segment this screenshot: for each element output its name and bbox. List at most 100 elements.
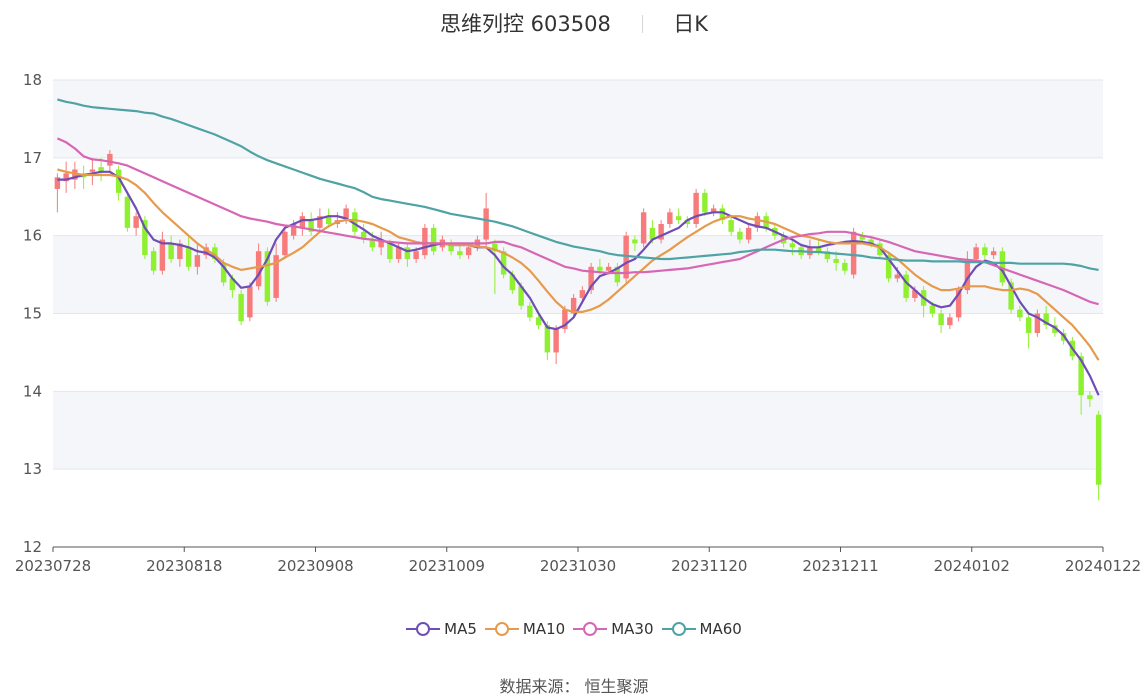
y-tick-label: 18	[23, 71, 42, 89]
candle-body	[72, 169, 78, 180]
candle-body	[894, 274, 901, 279]
candle-body	[159, 239, 166, 271]
candle-body	[588, 266, 594, 291]
legend-item-ma5[interactable]: MA5	[406, 620, 477, 638]
title-divider	[641, 15, 643, 33]
candle-body	[177, 243, 183, 260]
candle-body	[1095, 414, 1102, 485]
candle-body	[999, 251, 1006, 283]
candle-body	[737, 231, 743, 240]
candle-body	[457, 251, 463, 256]
x-tick-label: 20240122	[1065, 557, 1141, 575]
candle-body	[483, 208, 489, 240]
legend-marker-icon	[661, 622, 696, 636]
candle-body	[632, 239, 638, 244]
candle-body	[649, 227, 656, 240]
candle-body	[308, 220, 314, 232]
candle-body	[238, 294, 244, 322]
candle-body	[282, 231, 288, 256]
legend-marker-icon	[484, 622, 519, 636]
candle-body	[220, 262, 227, 283]
candle-body	[255, 251, 262, 287]
candle-body	[789, 243, 796, 248]
y-tick-label: 15	[23, 305, 42, 323]
y-tick-label: 12	[23, 538, 42, 556]
candle-body	[964, 259, 971, 291]
candle-body	[352, 212, 358, 232]
candle-body	[833, 259, 839, 263]
candle-body	[168, 243, 174, 260]
candle-body	[929, 305, 936, 314]
x-tick-label: 20240102	[934, 557, 1010, 575]
candle-body	[728, 220, 734, 232]
chart-title: 思维列控 603508 日K	[0, 8, 1148, 38]
candle-body	[527, 305, 533, 318]
candle-body	[597, 266, 603, 271]
candle-body	[273, 255, 279, 298]
candle-body	[518, 286, 524, 306]
candle-body	[299, 216, 306, 228]
x-tick-label: 20230908	[277, 557, 353, 575]
y-tick-label: 14	[23, 382, 42, 400]
plot-area: 12 13 14 15 16 17 18 20230728 20230818 20230908 20…	[15, 71, 1141, 575]
line-ma30	[56, 137, 1099, 306]
line-ma5	[57, 170, 1100, 396]
legend-marker-icon	[406, 622, 441, 636]
y-tick-label: 13	[23, 460, 42, 478]
x-tick-label: 20231211	[802, 557, 878, 575]
x-tick-label: 20231030	[540, 557, 616, 575]
candle-body	[54, 177, 61, 189]
candle-body	[369, 239, 376, 248]
x-tick-label: 20230818	[146, 557, 222, 575]
candle-body	[824, 251, 831, 260]
period-label: 日K	[673, 12, 708, 36]
candle-body	[133, 216, 139, 228]
candle-body	[623, 235, 629, 279]
plot-band	[53, 313, 1103, 392]
candle-body	[868, 239, 874, 244]
x-tick-label: 20231009	[409, 557, 485, 575]
candle-body	[947, 317, 953, 326]
line-ma60	[57, 98, 1099, 271]
candle-body	[955, 290, 962, 318]
candle-body	[194, 255, 201, 267]
legend-item-ma60[interactable]: MA60	[661, 620, 742, 638]
candle-body	[990, 251, 997, 256]
legend-label: MA5	[444, 620, 477, 638]
candle-body	[982, 247, 988, 256]
legend: MA5 MA10 MA30 MA60	[0, 620, 1148, 641]
candle-body	[124, 196, 131, 228]
candle-body	[1025, 317, 1032, 333]
candle-body	[605, 266, 612, 271]
candle-body	[387, 243, 393, 260]
candle-body	[229, 278, 236, 291]
candle-body	[107, 153, 113, 166]
x-tick-label: 20230728	[15, 557, 91, 575]
candle-body	[317, 216, 323, 228]
candle-body	[850, 231, 857, 275]
stock-name: 思维列控	[439, 12, 524, 36]
candle-body	[203, 247, 209, 256]
source-label: 数据来源：	[499, 677, 580, 696]
legend-item-ma10[interactable]: MA10	[484, 620, 565, 638]
candle-body	[1043, 313, 1049, 326]
candle-body	[640, 212, 647, 244]
candle-body	[912, 290, 918, 298]
y-tick-label: 16	[23, 227, 42, 245]
candle-body	[1052, 325, 1058, 333]
candle-body	[684, 220, 691, 224]
candle-body	[702, 192, 708, 213]
legend-item-ma30[interactable]: MA30	[573, 620, 654, 638]
candle-body	[877, 243, 883, 256]
candle-body	[1078, 356, 1084, 396]
candle-body	[815, 247, 822, 252]
candle-body	[938, 313, 944, 326]
legend-marker-icon	[573, 622, 608, 636]
candle-body	[63, 173, 69, 182]
candle-body	[448, 243, 454, 252]
candle-body	[667, 212, 673, 224]
candle-body	[842, 262, 848, 271]
candle-body	[290, 223, 297, 236]
legend-label: MA60	[699, 620, 742, 638]
